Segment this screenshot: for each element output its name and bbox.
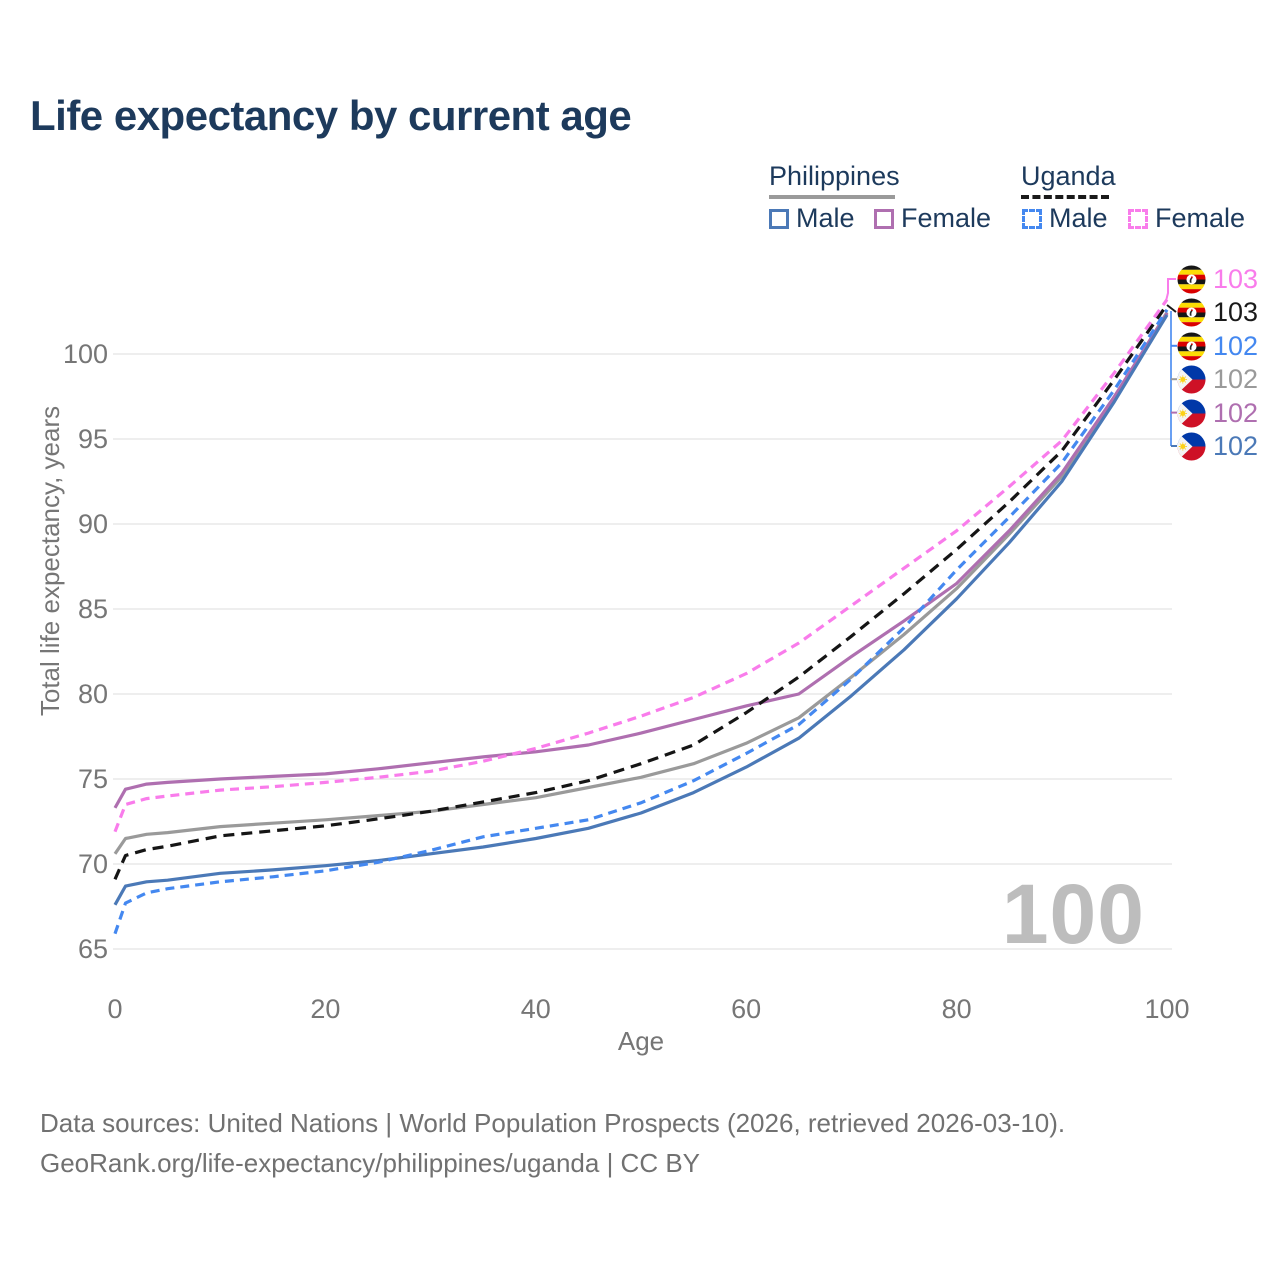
end-value: 102 [1213,364,1259,394]
legend-item-philippines-male[interactable]: Male [769,203,855,234]
philippines-flag-icon [1177,364,1206,394]
uganda-flag-icon [1177,297,1206,327]
page-title: Life expectancy by current age [30,92,632,139]
end-label-uganda-total: 103 [1177,297,1258,327]
end-label-philippines-male: 102 [1177,431,1258,461]
end-label-philippines-female: 102 [1177,398,1258,428]
uganda-male-swatch-icon [1022,208,1042,229]
end-value: 102 [1213,431,1259,461]
x-tick-label: 80 [941,994,972,1024]
x-tick-label: 40 [520,994,551,1024]
legend-label: Male [796,203,855,233]
y-tick-label: 95 [77,424,108,454]
y-tick-label: 100 [62,339,108,369]
x-axis-title: Age [617,1026,665,1056]
end-label-uganda-male: 102 [1177,331,1258,361]
end-value: 102 [1213,331,1259,361]
uganda-flag-icon [1177,331,1206,361]
x-tick-label: 60 [731,994,762,1024]
legend-item-uganda-male[interactable]: Male [1022,203,1108,234]
philippines-solid-line-sample [769,195,895,199]
y-tick-label: 70 [77,849,108,879]
attribution-url-text: GeoRank.org/life-expectancy/philippines/… [40,1148,701,1178]
x-tick-label: 0 [107,994,123,1024]
legend-uganda-label: Uganda [1021,161,1116,191]
y-tick-label: 75 [77,764,108,794]
uganda-female-swatch-icon [1128,208,1148,229]
end-label-philippines-total: 102 [1177,364,1258,394]
data-sources-text: Data sources: United Nations | World Pop… [40,1108,1066,1138]
x-tick-label: 20 [310,994,341,1024]
y-axis-title: Total life expectancy, years [35,405,65,717]
x-tick-label: 100 [1144,994,1190,1024]
legend-label: Female [1155,203,1246,233]
legend-item-uganda-female[interactable]: Female [1128,203,1245,234]
philippines-flag-icon [1177,431,1206,461]
uganda-flag-icon [1177,264,1206,294]
end-label-uganda-female: 103 [1177,264,1258,294]
end-value: 103 [1213,297,1259,327]
y-tick-label: 85 [77,594,108,624]
legend-philippines-label: Philippines [769,161,900,191]
y-tick-label: 90 [77,509,108,539]
y-tick-label: 80 [77,679,108,709]
end-value: 103 [1213,264,1259,294]
uganda-dashed-line-sample [1021,195,1109,199]
legend-label: Male [1049,203,1108,233]
legend-item-philippines-female[interactable]: Female [874,203,991,234]
philippines-flag-icon [1177,398,1206,428]
philippines-female-swatch-icon [874,208,894,229]
philippines-male-swatch-icon [769,208,789,229]
legend-label: Female [901,203,992,233]
legend-group-philippines: Philippines [769,161,900,199]
age-counter-watermark: 100 [1001,867,1145,961]
end-value: 102 [1213,398,1259,428]
y-tick-label: 65 [77,934,108,964]
legend-group-uganda: Uganda [1021,161,1116,199]
